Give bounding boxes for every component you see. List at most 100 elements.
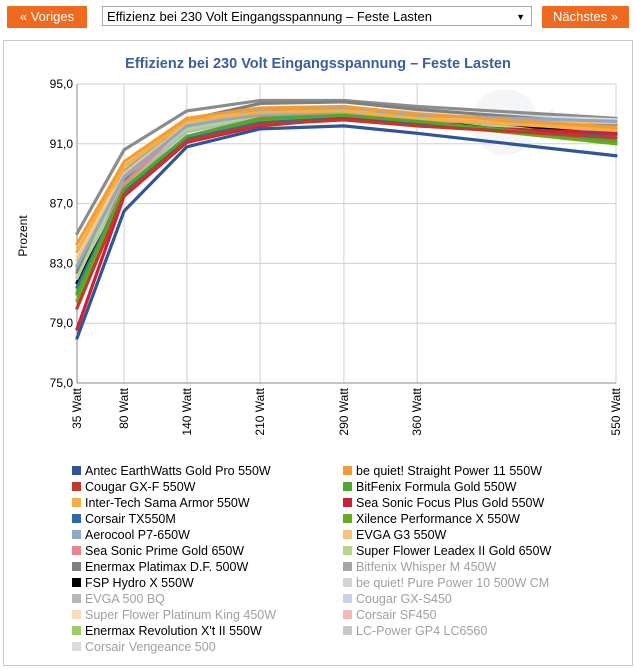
legend-swatch xyxy=(343,466,352,475)
legend-item[interactable]: Cougar GX-S450 xyxy=(343,591,452,607)
legend-swatch xyxy=(343,594,352,603)
legend-item[interactable]: EVGA G3 550W xyxy=(343,527,446,543)
x-tick-label: 210 Watt xyxy=(253,387,267,435)
series-line xyxy=(75,100,618,274)
legend-item[interactable]: Aerocool P7-650W xyxy=(72,527,190,543)
y-axis-label: Prozent xyxy=(16,215,30,257)
chart-select-value: Effizienz bei 230 Volt Eingangsspannung … xyxy=(107,9,432,24)
legend-swatch xyxy=(72,642,81,651)
x-tick-label: 35 Watt xyxy=(70,387,84,429)
legend-swatch xyxy=(72,530,81,539)
legend-swatch xyxy=(72,594,81,603)
legend-item[interactable]: Enermax Platimax D.F. 500W xyxy=(72,559,248,575)
legend-item[interactable]: Super Flower Leadex II Gold 650W xyxy=(343,543,551,559)
y-tick-label: 91,0 xyxy=(50,137,74,151)
legend-label: be quiet! Pure Power 10 500W CM xyxy=(356,576,550,590)
y-tick-label: 87,0 xyxy=(50,197,74,211)
chart-title: Effizienz bei 230 Volt Eingangsspannung … xyxy=(125,56,511,72)
series-line xyxy=(75,109,618,254)
legend-swatch xyxy=(343,626,352,635)
legend-item[interactable]: Enermax Revolution X't II 550W xyxy=(72,623,262,639)
series-line xyxy=(75,104,618,246)
previous-button[interactable]: « Voriges xyxy=(7,6,87,28)
legend-label: EVGA G3 550W xyxy=(356,528,447,542)
x-tick-label: 140 Watt xyxy=(180,387,194,435)
legend-swatch xyxy=(343,514,352,523)
legend-swatch xyxy=(343,498,352,507)
legend-label: Sea Sonic Prime Gold 650W xyxy=(85,544,245,558)
series-layer xyxy=(75,98,618,340)
legend-item[interactable]: BitFenix Formula Gold 550W xyxy=(343,479,516,495)
legend-swatch xyxy=(72,498,81,507)
legend-swatch xyxy=(72,514,81,523)
legend-label: EVGA 500 BQ xyxy=(85,592,165,606)
legend-label: Inter-Tech Sama Armor 550W xyxy=(85,496,250,510)
y-tick-label: 83,0 xyxy=(50,256,74,270)
chart-select[interactable]: Effizienz bei 230 Volt Eingangsspannung … xyxy=(102,6,532,26)
legend-item[interactable]: Super Flower Platinum King 450W xyxy=(72,607,276,623)
series-line xyxy=(75,124,618,340)
legend-swatch xyxy=(343,482,352,491)
legend-item[interactable]: Inter-Tech Sama Armor 550W xyxy=(72,495,250,511)
legend-label: Sea Sonic Focus Plus Gold 550W xyxy=(356,496,545,510)
legend-item[interactable]: Xilence Performance X 550W xyxy=(343,511,520,527)
legend-swatch xyxy=(72,546,81,555)
legend-item[interactable]: Corsair TX550M xyxy=(72,511,176,527)
legend-item[interactable]: be quiet! Straight Power 11 550W xyxy=(343,463,542,479)
legend-swatch xyxy=(343,530,352,539)
legend-swatch xyxy=(72,562,81,571)
legend-label: Antec EarthWatts Gold Pro 550W xyxy=(85,464,271,478)
navigation-bar: « Voriges Effizienz bei 230 Volt Eingang… xyxy=(0,0,636,34)
legend-item[interactable]: Sea Sonic Prime Gold 650W xyxy=(72,543,244,559)
legend-swatch xyxy=(72,482,81,491)
legend-label: Enermax Platimax D.F. 500W xyxy=(85,560,249,574)
legend-swatch xyxy=(72,578,81,587)
legend-item[interactable]: Corsair Vengeance 500 xyxy=(72,639,216,655)
legend-item[interactable]: Cougar GX-F 550W xyxy=(72,479,195,495)
legend-item[interactable]: Bitfenix Whisper M 450W xyxy=(343,559,496,575)
legend-item[interactable]: EVGA 500 BQ xyxy=(72,591,165,607)
legend-label: Corsair SF450 xyxy=(356,608,437,622)
legend-label: Bitfenix Whisper M 450W xyxy=(356,560,497,574)
legend-label: be quiet! Straight Power 11 550W xyxy=(356,464,542,478)
legend-swatch xyxy=(343,578,352,587)
legend-label: Enermax Revolution X't II 550W xyxy=(85,624,262,638)
x-tick-label: 290 Watt xyxy=(337,387,351,435)
legend-label: Cougar GX-F 550W xyxy=(85,480,196,494)
series-line xyxy=(75,98,618,236)
next-button[interactable]: Nächstes » xyxy=(542,6,629,28)
legend-label: Aerocool P7-650W xyxy=(85,528,190,542)
legend-swatch xyxy=(72,610,81,619)
y-tick-labels: 75,0 79,0 83,0 87,0 91,0 95,0 xyxy=(50,77,74,390)
series-line xyxy=(75,118,618,310)
x-tick-label: 360 Watt xyxy=(410,387,424,435)
series-line xyxy=(75,113,618,295)
legend-label: LC-Power GP4 LC6560 xyxy=(356,624,488,638)
legend-label: BitFenix Formula Gold 550W xyxy=(356,480,517,494)
legend-swatch xyxy=(343,562,352,571)
legend-swatch xyxy=(343,610,352,619)
legend-label: Super Flower Leadex II Gold 650W xyxy=(356,544,552,558)
x-tick-label: 550 Watt xyxy=(609,387,623,435)
y-tick-label: 95,0 xyxy=(50,77,74,91)
x-tick-labels: 35 Watt 80 Watt 140 Watt 210 Watt 290 Watt 36… xyxy=(70,387,623,435)
legend-label: Xilence Performance X 550W xyxy=(356,512,520,526)
legend-item[interactable]: be quiet! Pure Power 10 500W CM xyxy=(343,575,549,591)
legend-item[interactable]: LC-Power GP4 LC6560 xyxy=(343,623,487,639)
y-tick-label: 79,0 xyxy=(50,316,74,330)
chevron-down-icon: ▼ xyxy=(516,12,525,22)
legend-label: Corsair Vengeance 500 xyxy=(85,640,216,654)
legend-swatch xyxy=(72,626,81,635)
legend-item[interactable]: FSP Hydro X 550W xyxy=(72,575,194,591)
legend-label: Corsair TX550M xyxy=(85,512,176,526)
legend-label: Cougar GX-S450 xyxy=(356,592,452,606)
legend-item[interactable]: Antec EarthWatts Gold Pro 550W xyxy=(72,463,271,479)
legend-swatch xyxy=(343,546,352,555)
legend-swatch xyxy=(72,466,81,475)
y-tick-label: 75,0 xyxy=(50,376,74,390)
legend-item[interactable]: Corsair SF450 xyxy=(343,607,437,623)
legend-item[interactable]: Sea Sonic Focus Plus Gold 550W xyxy=(343,495,544,511)
legend-label: FSP Hydro X 550W xyxy=(85,576,194,590)
legend-label: Super Flower Platinum King 450W xyxy=(85,608,277,622)
